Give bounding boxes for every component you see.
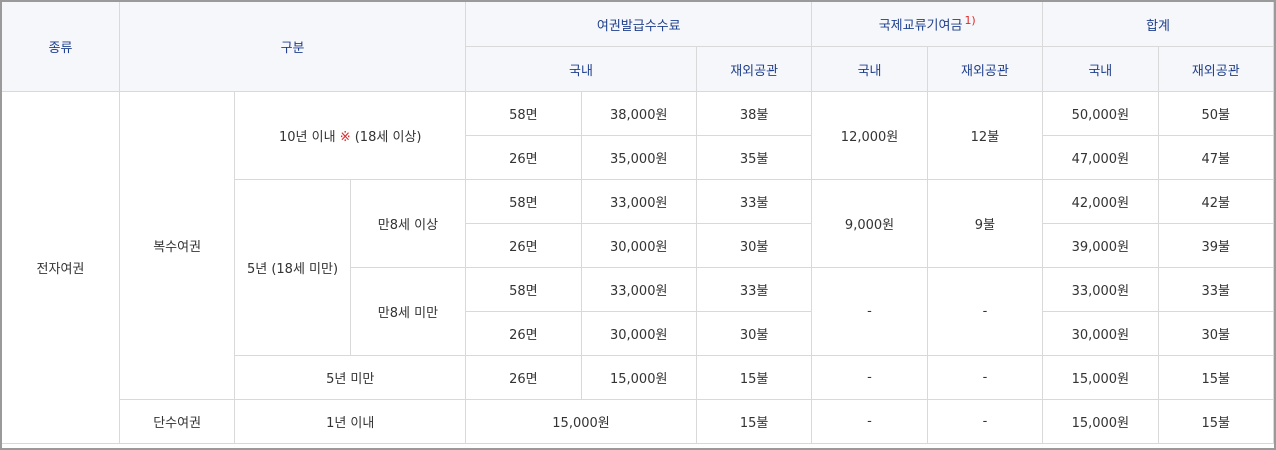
note-mark: ※ [339, 130, 351, 145]
cell-total-overseas: 47불 [1157, 135, 1274, 180]
cell-pages: 26면 [465, 135, 582, 180]
cell-total-domestic: 50,000원 [1042, 91, 1159, 136]
cell-fee-domestic: 15,000원 [580, 355, 697, 400]
table-row: 26면 30,000원 30불 30,000원 30불 [2, 311, 1274, 356]
cell-within1: 1년 이내 [234, 399, 467, 444]
table-row: 만8세 미만 58면 33,000원 33불 - - 33,000원 33불 [2, 267, 1274, 356]
cell-total-overseas: 30불 [1157, 311, 1274, 356]
cell-ten-years: 10년 이내 ※ (18세 이상) [234, 91, 467, 180]
cell-fund-domestic: - [811, 355, 928, 400]
cell-fee-overseas: 30불 [695, 223, 813, 268]
ten-years-age: (18세 이상) [354, 130, 422, 145]
table-row: 26면 35,000원 35불 47,000원 47불 [2, 135, 1274, 180]
cell-total-overseas: 15불 [1157, 399, 1274, 444]
cell-total-domestic: 15,000원 [1042, 355, 1159, 400]
cell-fund-overseas: 9불 [926, 179, 1044, 268]
passport-fee-table: 종류 구분 여권발급수수료 국제교류기여금 1) 합계 국내 재외공관 국내 재외… [2, 2, 1274, 444]
cell-fee-domestic: 15,000원 [465, 399, 697, 444]
cell-total-domestic: 33,000원 [1042, 267, 1159, 312]
header-total-overseas: 재외공관 [1157, 46, 1274, 92]
header-exchange-fund: 국제교류기여금 1) [811, 2, 1044, 47]
header-total: 합계 [1042, 2, 1274, 47]
cell-multiple-passport: 복수여권 [118, 91, 236, 400]
cell-pages: 58면 [465, 267, 582, 312]
header-fund-overseas: 재외공관 [926, 46, 1044, 92]
cell-fee-overseas: 15불 [695, 399, 813, 444]
table-row: 26면 30,000원 30불 39,000원 39불 [2, 223, 1274, 268]
cell-under5: 5년 미만 [234, 355, 467, 400]
ten-years-label: 10년 이내 [278, 130, 336, 145]
cell-age8-under: 만8세 미만 [350, 267, 467, 356]
cell-fee-overseas: 30불 [695, 311, 813, 356]
cell-fee-overseas: 33불 [695, 267, 813, 312]
cell-total-domestic: 47,000원 [1042, 135, 1159, 180]
cell-fee-domestic: 38,000원 [580, 91, 697, 136]
header-category: 구분 [118, 2, 467, 92]
header-fee-overseas: 재외공관 [695, 46, 813, 92]
header-fund-domestic: 국내 [811, 46, 928, 92]
table-row: 5년 미만 26면 15,000원 15불 - - 15,000원 15불 [2, 355, 1274, 400]
table-row: 전자여권 복수여권 10년 이내 ※ (18세 이상) 58면 38,000원 … [2, 91, 1274, 444]
cell-fund-overseas: - [926, 399, 1044, 444]
cell-total-overseas: 39불 [1157, 223, 1274, 268]
cell-e-passport: 전자여권 [2, 91, 120, 444]
cell-single-passport: 단수여권 [119, 399, 236, 444]
cell-fee-domestic: 30,000원 [580, 311, 697, 356]
cell-total-overseas: 33불 [1157, 267, 1274, 312]
cell-fund-overseas: - [926, 267, 1044, 356]
cell-total-domestic: 15,000원 [1042, 399, 1159, 444]
cell-pages: 58면 [465, 91, 582, 136]
header-fee-domestic: 국내 [465, 46, 697, 92]
cell-fee-domestic: 33,000원 [580, 267, 697, 312]
cell-total-domestic: 42,000원 [1042, 179, 1159, 224]
cell-fund-domestic: 12,000원 [811, 91, 928, 180]
cell-fee-overseas: 33불 [695, 179, 813, 224]
cell-fee-domestic: 35,000원 [580, 135, 697, 180]
cell-fee-overseas: 38불 [695, 91, 813, 136]
cell-pages: 26면 [465, 223, 582, 268]
header-exchange-fund-label: 국제교류기여금 [878, 18, 963, 34]
header-issue-fee: 여권발급수수료 [465, 2, 813, 47]
cell-fund-domestic: - [811, 399, 928, 444]
header-total-domestic: 국내 [1042, 46, 1159, 92]
cell-fee-overseas: 35불 [695, 135, 813, 180]
cell-pages: 26면 [465, 311, 582, 356]
cell-pages: 58면 [465, 179, 582, 224]
cell-fee-domestic: 30,000원 [580, 223, 697, 268]
cell-fund-domestic: - [811, 267, 928, 356]
header-type: 종류 [2, 2, 120, 92]
cell-fee-domestic: 33,000원 [580, 179, 697, 224]
cell-fund-overseas: - [926, 355, 1044, 400]
header-row-1: 종류 구분 여권발급수수료 국제교류기여금 1) 합계 [2, 2, 1274, 92]
cell-total-overseas: 50불 [1157, 91, 1274, 136]
table-row: 단수여권 1년 이내 15,000원 15불 - - 15,000원 15불 [2, 399, 1274, 444]
cell-total-domestic: 39,000원 [1042, 223, 1159, 268]
cell-fund-domestic: 9,000원 [811, 179, 928, 268]
cell-five-years-under18: 5년 (18세 미만) [234, 179, 351, 356]
cell-total-overseas: 42불 [1157, 179, 1274, 224]
cell-fee-overseas: 15불 [695, 355, 813, 400]
cell-pages: 26면 [465, 355, 582, 400]
cell-age8-over: 만8세 이상 [349, 179, 467, 268]
cell-total-overseas: 15불 [1157, 355, 1274, 400]
cell-total-domestic: 30,000원 [1042, 311, 1159, 356]
footnote-marker: 1) [964, 14, 976, 28]
table-row: 5년 (18세 미만) 만8세 이상 58면 33,000원 33불 9,000… [2, 179, 1274, 356]
cell-fund-overseas: 12불 [926, 91, 1044, 180]
